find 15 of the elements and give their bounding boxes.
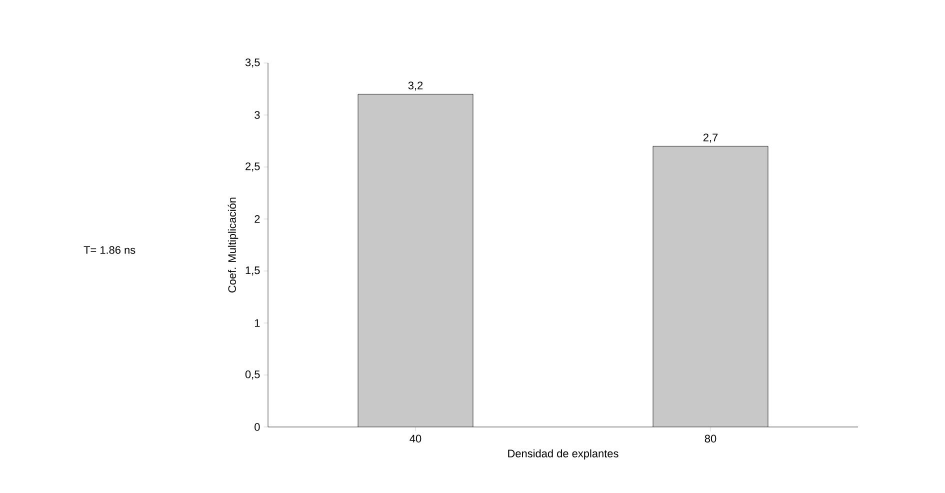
x-tick-label: 80 xyxy=(704,434,716,443)
y-tick-label: 3,5 xyxy=(245,58,260,68)
y-tick-label: 3 xyxy=(254,111,260,119)
y-tick-label: 0,5 xyxy=(245,370,260,380)
data-label: 2,7 xyxy=(703,134,718,143)
text: T= 1.86 ns xyxy=(84,246,136,254)
y-axis-title: Coef. Multiplicación xyxy=(228,198,238,292)
y-tick-label: 1 xyxy=(254,319,260,327)
y-tick-label: 1,5 xyxy=(246,266,260,276)
y-tick-label: 0 xyxy=(254,423,260,431)
data-label: 3,2 xyxy=(408,82,423,91)
x-axis-title: Densidad de explantes xyxy=(508,449,618,460)
y-tick-label: 2,5 xyxy=(246,162,260,172)
y-tick-label: 2 xyxy=(254,215,260,223)
x-tick-label: 40 xyxy=(410,434,422,443)
